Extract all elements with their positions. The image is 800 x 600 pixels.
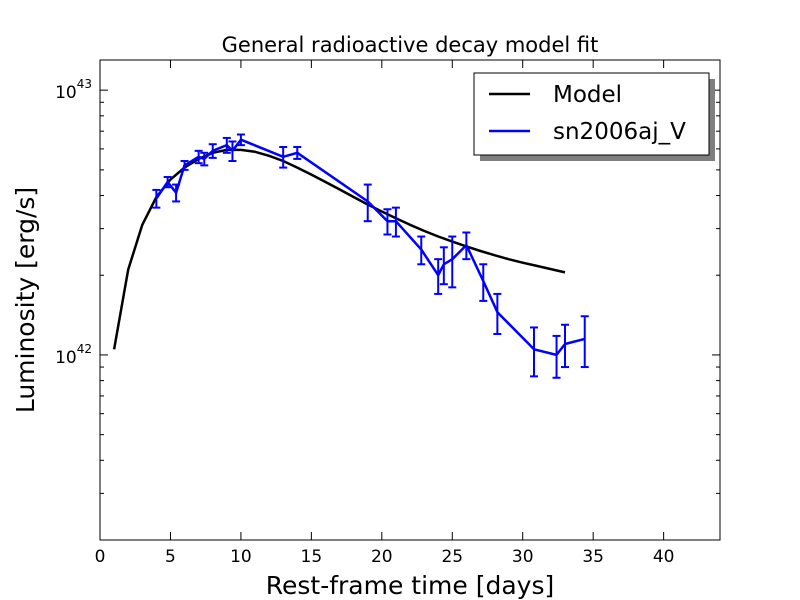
- error-bar: [279, 146, 288, 169]
- error-bar: [479, 263, 488, 302]
- plot-area: [112, 133, 589, 379]
- error-bar: [561, 323, 569, 369]
- error-bar: [200, 151, 209, 167]
- y-tick-label: 1043: [55, 77, 92, 103]
- chart-title: General radioactive decay model fit: [222, 33, 599, 57]
- error-bar: [439, 246, 448, 286]
- x-axis: 0 5 10 15 20 25 30 35 40: [95, 60, 675, 567]
- error-bar: [228, 140, 237, 163]
- error-bar: [448, 235, 457, 289]
- error-bar: [293, 146, 302, 160]
- x-tick-label: 40: [653, 547, 675, 567]
- legend-label-model: Model: [553, 82, 622, 108]
- x-tick-label: 20: [371, 547, 393, 567]
- plot-frame: [99, 59, 721, 541]
- x-tick-label: 25: [441, 547, 463, 567]
- error-bar: [363, 183, 372, 223]
- series-line-1: [155, 138, 586, 357]
- legend: Model sn2006aj_V: [473, 72, 715, 161]
- x-tick-label: 5: [165, 547, 176, 567]
- y-axis: 1042 1043: [55, 77, 720, 541]
- legend-box: [473, 72, 710, 156]
- error-bar: [417, 235, 426, 266]
- x-tick-label: 35: [582, 547, 604, 567]
- error-bar: [391, 206, 400, 238]
- error-bar: [180, 160, 189, 171]
- error-bar: [462, 231, 471, 261]
- y-tick-label: 1042: [55, 342, 92, 368]
- error-bar: [530, 326, 538, 378]
- error-bar: [493, 292, 502, 335]
- y-axis-label: Luminosity [erg/s]: [11, 187, 40, 413]
- error-bar: [172, 183, 181, 203]
- error-bar: [580, 315, 589, 369]
- error-bar: [222, 136, 231, 154]
- error-bar: [552, 334, 561, 379]
- error-bar: [152, 188, 161, 209]
- error-bar: [383, 208, 392, 236]
- x-tick-label: 15: [301, 547, 323, 567]
- x-tick-label: 0: [95, 547, 106, 567]
- x-tick-label: 10: [230, 547, 252, 567]
- error-bar: [434, 258, 443, 295]
- series-line-0: [112, 148, 566, 350]
- error-bar: [236, 133, 245, 147]
- x-axis-label: Rest-frame time [days]: [266, 571, 555, 600]
- error-bar: [163, 175, 172, 189]
- error-bar: [208, 143, 217, 159]
- error-bar: [194, 149, 203, 165]
- legend-label-sn2006aj: sn2006aj_V: [553, 119, 686, 145]
- x-tick-label: 30: [512, 547, 534, 567]
